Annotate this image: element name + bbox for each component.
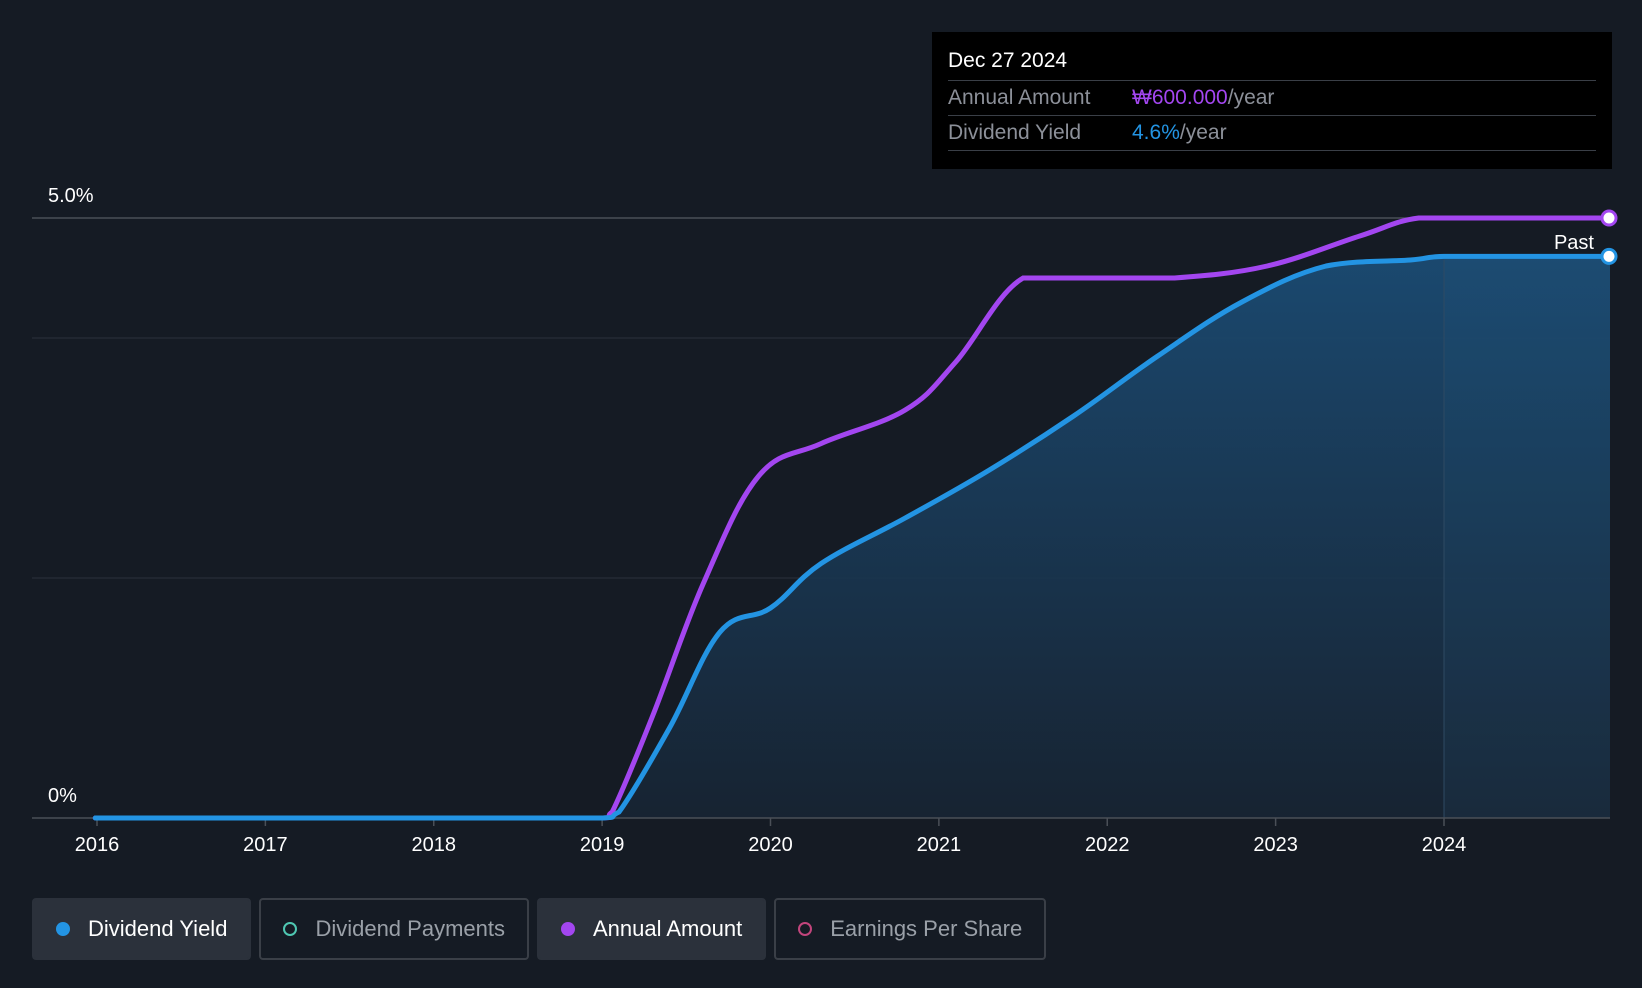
future-shade — [1444, 254, 1610, 818]
ring-icon — [283, 922, 298, 936]
x-tick-label: 2022 — [1085, 834, 1130, 856]
legend-label: Dividend Payments — [315, 916, 505, 941]
legend-dividend-payments[interactable]: Dividend Payments — [259, 898, 529, 960]
tooltip-unit: /year — [1179, 121, 1227, 144]
x-tick-label: 2020 — [748, 834, 793, 856]
x-tick-label: 2024 — [1422, 834, 1467, 856]
x-tick-label: 2019 — [580, 834, 625, 856]
y-tick-label-bottom: 0% — [48, 785, 77, 807]
x-tick-label: 2018 — [412, 834, 457, 856]
tooltip-label: Annual Amount — [948, 86, 1091, 109]
legend-label: Earnings Per Share — [830, 916, 1023, 941]
y-tick-label-top: 5.0% — [48, 185, 94, 207]
tooltip-value: 4.6% — [1132, 121, 1180, 144]
dividend-yield-line — [92, 253, 1612, 821]
tooltip-value: ₩600.000 — [1132, 86, 1228, 109]
legend-dividend-yield[interactable]: Dividend Yield — [32, 898, 252, 960]
ring-icon — [798, 922, 813, 936]
dot-icon — [560, 922, 575, 936]
x-tick-label: 2021 — [917, 834, 962, 856]
legend-label: Dividend Yield — [88, 916, 228, 941]
tooltip-row-dividend-yield: Dividend Yield 4.6% /year — [948, 116, 1596, 151]
x-tick-label: 2016 — [75, 834, 120, 856]
dividend-chart: 2016 2017 2018 2019 2020 2021 2022 2023 2024 5.0… — [32, 185, 1618, 856]
tooltip-date: Dec 27 2024 — [948, 46, 1596, 81]
legend-label: Annual Amount — [592, 916, 743, 941]
tooltip-row-annual-amount: Annual Amount ₩600.000 /year — [948, 81, 1596, 116]
x-axis: 2016 2017 2018 2019 2020 2021 2022 2023 2024 — [32, 817, 1610, 856]
tooltip-unit: /year — [1227, 86, 1275, 109]
dividend-yield-area — [95, 256, 1610, 818]
dividend-yield-end-point — [1600, 247, 1618, 265]
x-tick-label: 2017 — [243, 834, 288, 856]
legend: Dividend Yield Dividend Payments Annual … — [32, 898, 1047, 960]
tooltip-label: Dividend Yield — [948, 121, 1082, 144]
dot-icon — [56, 922, 70, 936]
legend-annual-amount[interactable]: Annual Amount — [536, 898, 767, 960]
legend-earnings-per-share[interactable]: Earnings Per Share — [774, 898, 1047, 960]
past-label: Past — [1554, 232, 1594, 254]
tooltip: Dec 27 2024 Annual Amount ₩600.000 /year… — [932, 32, 1612, 169]
x-tick-label: 2023 — [1253, 834, 1298, 856]
annual-amount-end-point — [1600, 209, 1618, 227]
